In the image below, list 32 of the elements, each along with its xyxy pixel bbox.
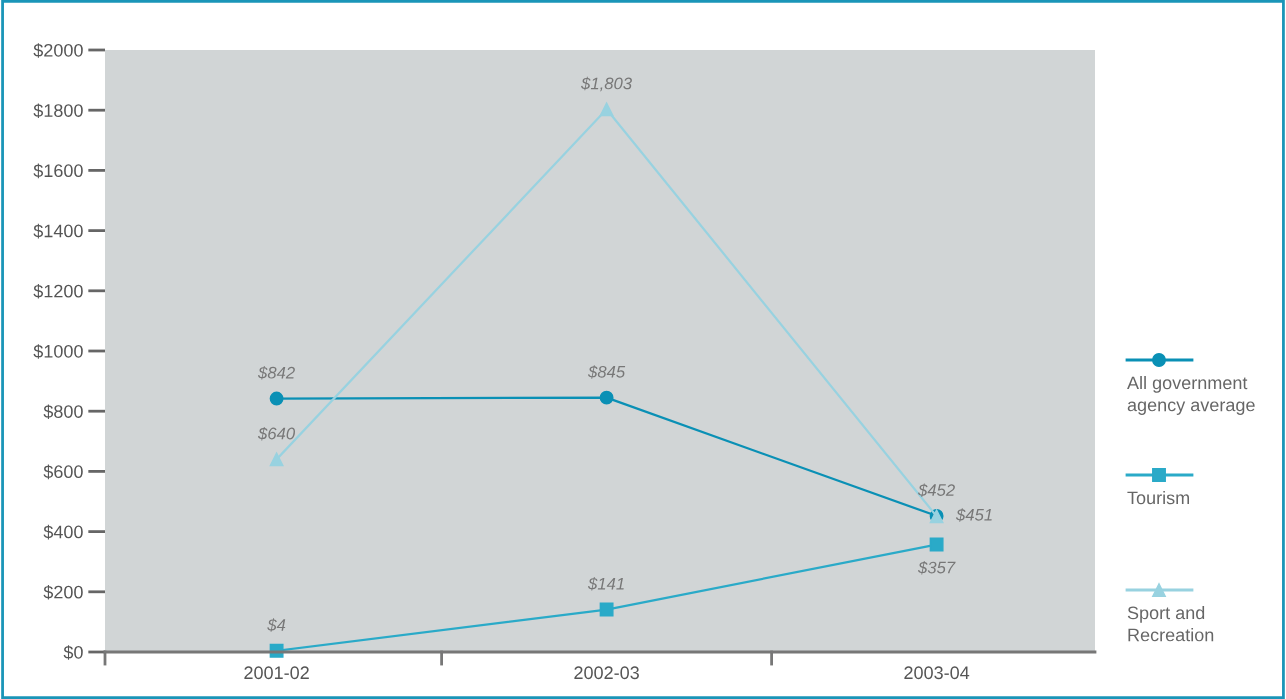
data-label: $357 (917, 560, 956, 575)
data-label: $845 (587, 365, 626, 379)
point (599, 102, 614, 117)
x-tick-label: 2002-03 (574, 666, 639, 680)
point (929, 537, 944, 552)
point (269, 452, 284, 467)
data-label: $640 (257, 426, 295, 441)
y-tick-label: $200 (43, 584, 83, 600)
point (599, 602, 614, 617)
y-tick-label: $800 (43, 404, 83, 419)
y-tick-label: $0 (63, 645, 83, 660)
x-tick-label: 2003-04 (904, 666, 970, 680)
y-tick-label: $1200 (33, 283, 83, 299)
legend-label: All government agency average (1127, 376, 1255, 415)
y-tick-label: $1400 (33, 223, 83, 239)
y-tick-label: $600 (43, 464, 83, 480)
data-label: $451 (955, 508, 992, 522)
y-tick-label: $400 (43, 524, 83, 540)
data-label: $4 (267, 618, 286, 632)
y-tick-label: $1800 (33, 103, 83, 118)
legend-label: Sport and Recreation (1127, 606, 1214, 642)
data-label: $141 (587, 577, 624, 591)
data-label: $1,803 (581, 76, 632, 92)
y-tick-label: $2000 (33, 43, 83, 58)
y-tick-label: $1600 (33, 163, 83, 179)
point (599, 390, 614, 405)
data-label: $452 (917, 483, 955, 497)
x-tick-label: 2001-02 (244, 666, 309, 680)
data-label: $842 (257, 366, 295, 380)
y-tick-label: $1000 (33, 344, 83, 359)
point (269, 391, 284, 406)
legend-label: Tourism (1127, 491, 1189, 505)
